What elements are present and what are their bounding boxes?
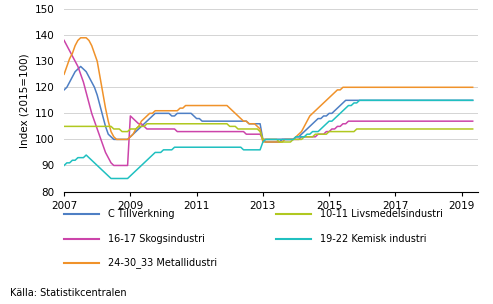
Text: 19-22 Kemisk industri: 19-22 Kemisk industri — [320, 234, 427, 244]
Text: 10-11 Livsmedelsindustri: 10-11 Livsmedelsindustri — [320, 209, 443, 219]
Text: 16-17 Skogsindustri: 16-17 Skogsindustri — [108, 234, 206, 244]
Text: 24-30_33 Metallidustri: 24-30_33 Metallidustri — [108, 257, 217, 268]
Y-axis label: Index (2015=100): Index (2015=100) — [19, 53, 29, 148]
Text: C Tillverkning: C Tillverkning — [108, 209, 175, 219]
Text: Källa: Statistikcentralen: Källa: Statistikcentralen — [10, 288, 127, 298]
